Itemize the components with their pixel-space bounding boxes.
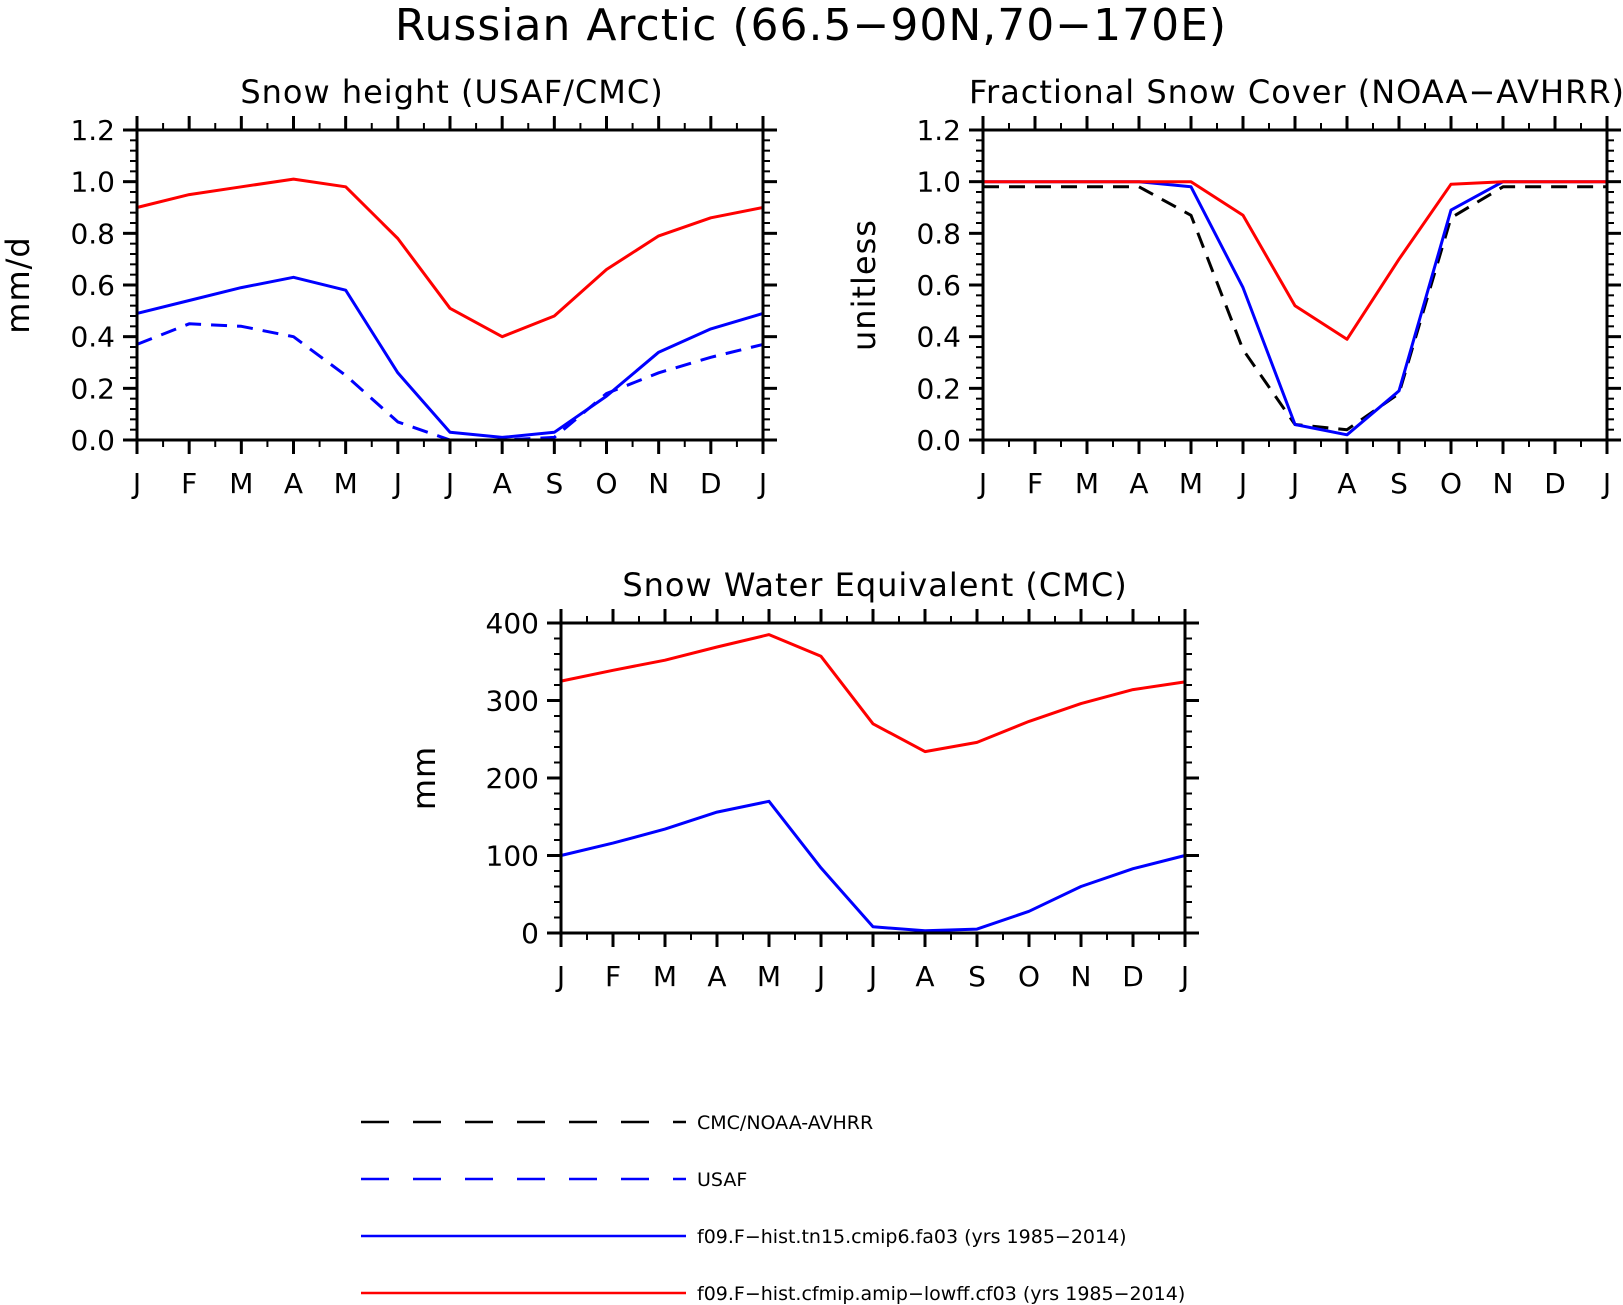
- y-tick-label: 0.6: [916, 269, 961, 302]
- y-tick-label: 0.2: [916, 372, 961, 405]
- plot-frame: [135, 128, 765, 442]
- x-tick-label: M: [1075, 467, 1099, 500]
- x-tick-label: S: [1390, 467, 1408, 500]
- x-tick-label: D: [700, 467, 722, 500]
- series-line-cmc-noaa-avhrr: [983, 185, 1607, 432]
- x-tick-label: O: [1440, 467, 1462, 500]
- y-tick-label: 200: [486, 762, 539, 795]
- x-tick-label: F: [605, 960, 621, 993]
- x-tick-label: A: [915, 960, 934, 993]
- x-tick-label: J: [444, 467, 454, 500]
- legend-entry-f09-f-hist-cfmip-amip-lowff-cf03-yrs-1985-2014: f09.F−hist.cfmip.amip−lowff.cf03 (yrs 19…: [361, 1283, 1185, 1305]
- y-tick-label: 0.4: [70, 321, 115, 354]
- x-tick-label: M: [757, 960, 781, 993]
- x-tick-label: S: [968, 960, 986, 993]
- legend-label: f09.F−hist.cfmip.amip−lowff.cf03 (yrs 19…: [697, 1283, 1185, 1305]
- legend-label: USAF: [697, 1169, 747, 1191]
- series-line-usaf: [136, 322, 764, 442]
- y-tick-label: 300: [486, 685, 539, 718]
- y-tick-label: 0.6: [70, 269, 115, 302]
- y-tick-label: 0.0: [916, 424, 961, 457]
- x-ticks: [969, 116, 1621, 454]
- x-tick-label: A: [284, 467, 303, 500]
- panel-title: Snow Water Equivalent (CMC): [622, 566, 1127, 604]
- y-axis-label: mm: [405, 746, 443, 810]
- x-ticks: [123, 116, 777, 454]
- series-line-f09-f-hist-cfmip-amip-lowff-cf03-yrs-1985-2014: [983, 180, 1607, 341]
- x-tick-label: A: [1129, 467, 1148, 500]
- y-tick-label: 0: [521, 917, 539, 950]
- y-axis-label: unitless: [845, 219, 883, 351]
- series-line-f09-f-hist-tn15-cmip6-fa03-yrs-1985-2014: [136, 275, 764, 439]
- figure-title: Russian Arctic (66.5−90N,70−170E): [395, 0, 1227, 51]
- panel-title: Snow height (USAF/CMC): [240, 73, 663, 111]
- x-tick-label: J: [757, 467, 767, 500]
- panel-title: Fractional Snow Cover (NOAA−AVHRR): [969, 73, 1623, 111]
- x-tick-label: J: [1179, 960, 1189, 993]
- x-tick-label: J: [131, 467, 141, 500]
- panel-2: 0.00.20.40.60.81.01.2J F M A M J J A S O N D JFracti…: [845, 73, 1623, 500]
- y-tick-label: 0.8: [916, 217, 961, 250]
- x-tick-label: F: [181, 467, 197, 500]
- series-line-f09-f-hist-cfmip-amip-lowff-cf03-yrs-1985-2014: [560, 633, 1186, 754]
- y-tick-label: 1.0: [916, 166, 961, 199]
- x-tick-label: A: [1337, 467, 1356, 500]
- x-ticks: [547, 609, 1199, 947]
- legend-label: CMC/NOAA-AVHRR: [697, 1112, 873, 1134]
- x-tick-label: M: [653, 960, 677, 993]
- x-tick-label: J: [1237, 467, 1247, 500]
- y-tick-label: 1.2: [70, 114, 115, 147]
- x-tick-label: O: [595, 467, 617, 500]
- series-lines: [983, 180, 1607, 437]
- x-tick-label: J: [867, 960, 877, 993]
- x-tick-label: J: [977, 467, 987, 500]
- x-tick-label: F: [1027, 467, 1043, 500]
- series-line-f09-f-hist-cfmip-amip-lowff-cf03-yrs-1985-2014: [136, 177, 764, 339]
- x-tick-label: S: [545, 467, 563, 500]
- legend-entry-cmc-noaa-avhrr: CMC/NOAA-AVHRR: [361, 1112, 873, 1134]
- series-line-f09-f-hist-tn15-cmip6-fa03-yrs-1985-2014: [560, 799, 1186, 933]
- x-tick-label: N: [1493, 467, 1514, 500]
- x-tick-label: M: [229, 467, 253, 500]
- x-tick-label: D: [1544, 467, 1566, 500]
- series-lines: [560, 633, 1186, 935]
- x-tick-label: J: [555, 960, 565, 993]
- plot-frame: [559, 621, 1187, 935]
- x-tick-label: J: [1601, 467, 1611, 500]
- plot-frame: [981, 128, 1609, 442]
- legend-label: f09.F−hist.tn15.cmip6.fa03 (yrs 1985−201…: [697, 1226, 1127, 1248]
- series-line-f09-f-hist-tn15-cmip6-fa03-yrs-1985-2014: [983, 180, 1607, 437]
- legend: CMC/NOAA-AVHRR USAF f09.F−hist.tn15.cmip6.…: [361, 1112, 1185, 1305]
- legend-entry-usaf: USAF: [361, 1169, 747, 1191]
- y-axis-label: mm/d: [0, 236, 37, 333]
- x-tick-label: N: [648, 467, 669, 500]
- y-tick-label: 400: [486, 607, 539, 640]
- series-lines: [136, 177, 764, 442]
- x-tick-label: M: [1179, 467, 1203, 500]
- x-tick-label: D: [1122, 960, 1144, 993]
- x-tick-label: J: [392, 467, 402, 500]
- x-tick-label: O: [1018, 960, 1040, 993]
- x-tick-label: N: [1071, 960, 1092, 993]
- x-tick-label: A: [707, 960, 726, 993]
- x-tick-label: A: [493, 467, 512, 500]
- y-tick-label: 100: [486, 840, 539, 873]
- x-tick-label: J: [815, 960, 825, 993]
- y-tick-label: 1.0: [70, 166, 115, 199]
- x-tick-label: J: [1289, 467, 1299, 500]
- y-tick-label: 0.0: [70, 424, 115, 457]
- y-tick-label: 0.4: [916, 321, 961, 354]
- x-tick-label: M: [334, 467, 358, 500]
- y-tick-label: 1.2: [916, 114, 961, 147]
- y-tick-label: 0.8: [70, 217, 115, 250]
- y-tick-label: 0.2: [70, 372, 115, 405]
- legend-entry-f09-f-hist-tn15-cmip6-fa03-yrs-1985-2014: f09.F−hist.tn15.cmip6.fa03 (yrs 1985−201…: [361, 1226, 1127, 1248]
